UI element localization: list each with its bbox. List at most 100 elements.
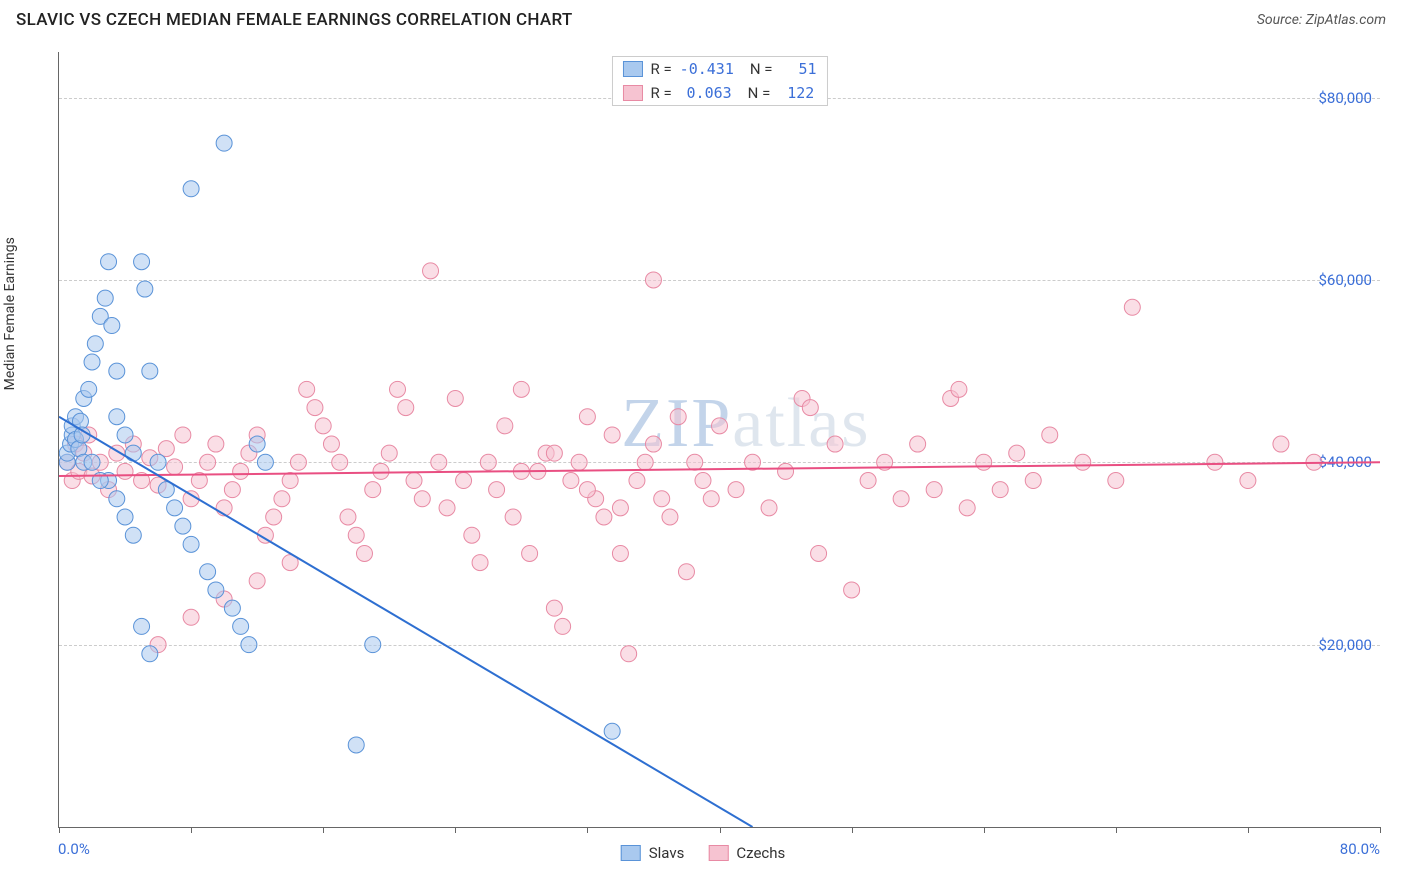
x-tick [455, 827, 456, 833]
czech-point [612, 500, 628, 516]
czech-point [365, 482, 381, 498]
czech-point [637, 454, 653, 470]
czech-point [381, 445, 397, 461]
slav-point [241, 637, 257, 653]
czech-point [431, 454, 447, 470]
legend-swatch [708, 845, 728, 861]
czech-point [761, 500, 777, 516]
czech-point [390, 381, 406, 397]
czech-point [695, 473, 711, 489]
legend-stat-row: R =0.063N =122 [612, 81, 826, 105]
r-value: 0.063 [680, 84, 732, 102]
legend-swatch [621, 845, 641, 861]
czech-point [472, 555, 488, 571]
czech-point [1075, 454, 1091, 470]
czech-point [167, 459, 183, 475]
czech-point [778, 463, 794, 479]
czech-point [645, 436, 661, 452]
slav-point [84, 454, 100, 470]
czech-point [480, 454, 496, 470]
czech-point [398, 400, 414, 416]
czech-point [629, 473, 645, 489]
czech-point [712, 418, 728, 434]
czech-point [200, 454, 216, 470]
x-tick [1380, 827, 1381, 833]
czech-point [497, 418, 513, 434]
slav-trend-line [59, 417, 753, 827]
x-tick [323, 827, 324, 833]
r-value: -0.431 [680, 60, 734, 78]
slav-point [109, 491, 125, 507]
czech-point [307, 400, 323, 416]
czech-point [860, 473, 876, 489]
legend-series-item: Slavs [621, 844, 685, 862]
slav-point [101, 254, 117, 270]
slav-point [175, 518, 191, 534]
czech-point [645, 272, 661, 288]
czech-point [844, 582, 860, 598]
slav-point [104, 318, 120, 334]
x-tick [720, 827, 721, 833]
slav-point [84, 354, 100, 370]
czech-point [910, 436, 926, 452]
czech-point [654, 491, 670, 507]
czech-trend-line [59, 462, 1380, 476]
x-tick [1116, 827, 1117, 833]
czech-point [175, 427, 191, 443]
slav-point [604, 723, 620, 739]
czech-point [596, 509, 612, 525]
slav-point [233, 618, 249, 634]
x-tick [852, 827, 853, 833]
slav-point [81, 381, 97, 397]
czech-point [976, 454, 992, 470]
czech-point [274, 491, 290, 507]
czech-point [579, 409, 595, 425]
legend-series-item: Czechs [708, 844, 785, 862]
czech-point [670, 409, 686, 425]
czech-point [290, 454, 306, 470]
plot-area: ZIPatlas R =-0.431N =51R =0.063N =122 $2… [58, 52, 1380, 828]
czech-point [662, 509, 678, 525]
czech-point [323, 436, 339, 452]
czech-point [1273, 436, 1289, 452]
czech-point [687, 454, 703, 470]
legend-series: Slavs Czechs [621, 844, 786, 862]
czech-point [373, 463, 389, 479]
y-axis-label: Median Female Earnings [2, 237, 18, 390]
n-label: N = [750, 60, 773, 78]
czech-point [621, 646, 637, 662]
slav-point [224, 600, 240, 616]
czech-point [208, 436, 224, 452]
slav-point [348, 737, 364, 753]
czech-point [811, 545, 827, 561]
czech-point [1108, 473, 1124, 489]
scatter-svg [59, 52, 1380, 827]
czech-point [282, 473, 298, 489]
slav-point [249, 436, 265, 452]
legend-swatch [622, 85, 642, 101]
slav-point [109, 409, 125, 425]
czech-point [447, 390, 463, 406]
legend-stat-row: R =-0.431N =51 [612, 57, 826, 81]
x-tick [984, 827, 985, 833]
czech-point [513, 381, 529, 397]
czech-point [678, 564, 694, 580]
czech-point [423, 263, 439, 279]
czech-point [728, 482, 744, 498]
x-tick [1248, 827, 1249, 833]
czech-point [926, 482, 942, 498]
czech-point [802, 400, 818, 416]
slav-point [109, 363, 125, 379]
czech-point [414, 491, 430, 507]
legend-series-label: Czechs [736, 844, 785, 862]
slav-point [117, 509, 133, 525]
legend-stats: R =-0.431N =51R =0.063N =122 [611, 56, 827, 106]
x-tick [191, 827, 192, 833]
slav-point [365, 637, 381, 653]
czech-point [332, 454, 348, 470]
czech-point [563, 473, 579, 489]
czech-point [356, 545, 372, 561]
czech-point [266, 509, 282, 525]
czech-point [464, 527, 480, 543]
legend-swatch [622, 61, 642, 77]
